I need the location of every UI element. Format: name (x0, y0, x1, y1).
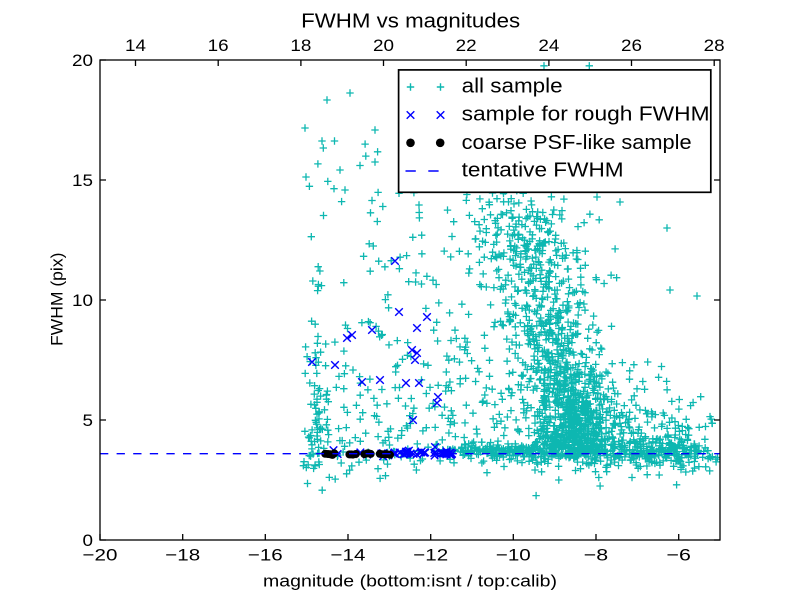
svg-text:−14: −14 (331, 546, 366, 565)
svg-text:coarse PSF-like sample: coarse PSF-like sample (462, 132, 692, 154)
svg-text:26: 26 (621, 36, 642, 55)
svg-text:16: 16 (208, 36, 229, 55)
svg-text:tentative FWHM: tentative FWHM (462, 159, 624, 181)
svg-text:22: 22 (456, 36, 477, 55)
svg-text:FWHM vs magnitudes: FWHM vs magnitudes (301, 11, 520, 33)
svg-text:all sample: all sample (462, 76, 563, 98)
svg-text:−18: −18 (165, 546, 200, 565)
svg-text:0: 0 (83, 531, 94, 550)
svg-text:24: 24 (538, 36, 559, 55)
svg-text:FWHM (pix): FWHM (pix) (48, 253, 67, 347)
svg-text:18: 18 (290, 36, 311, 55)
svg-text:15: 15 (72, 171, 93, 190)
svg-text:−20: −20 (83, 546, 118, 565)
svg-text:−8: −8 (584, 546, 608, 565)
svg-text:5: 5 (83, 411, 94, 430)
svg-text:20: 20 (373, 36, 394, 55)
svg-text:14: 14 (125, 36, 146, 55)
svg-text:−6: −6 (667, 546, 691, 565)
svg-text:−10: −10 (496, 546, 531, 565)
svg-text:−12: −12 (413, 546, 448, 565)
svg-text:sample for rough FWHM: sample for rough FWHM (462, 104, 710, 126)
svg-text:28: 28 (704, 36, 725, 55)
svg-text:10: 10 (72, 291, 93, 310)
svg-text:−16: −16 (248, 546, 283, 565)
svg-text:magnitude (bottom:isnt / top:c: magnitude (bottom:isnt / top:calib) (263, 572, 557, 591)
svg-text:20: 20 (72, 51, 93, 70)
